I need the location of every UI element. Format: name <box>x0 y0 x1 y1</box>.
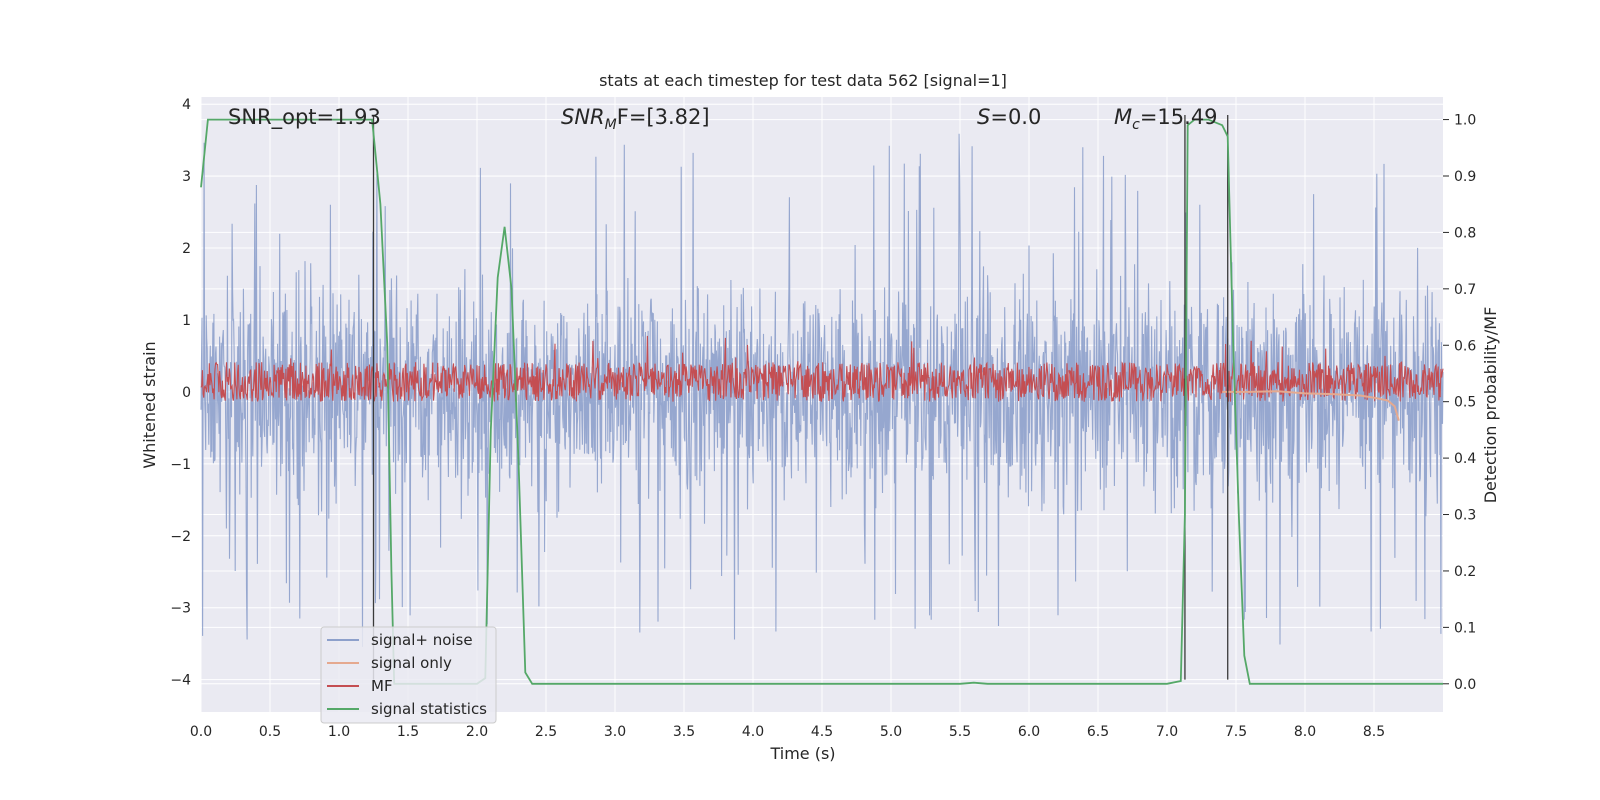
x-tick-label: 6.0 <box>1018 724 1040 740</box>
x-tick-label: 1.5 <box>397 724 419 740</box>
s-value: =0.0 <box>990 105 1041 129</box>
y-tick-label: 0 <box>182 385 191 401</box>
y2-tick-label: 0.8 <box>1454 225 1476 241</box>
y2-axis-label: Detection probability/MF <box>1481 307 1500 504</box>
legend-box <box>320 626 497 724</box>
x-tick-label: 1.0 <box>328 724 350 740</box>
y-tick-label: 2 <box>182 241 191 257</box>
y2-tick-label: 0.3 <box>1454 508 1476 524</box>
legend-label-signal-statistics: signal statistics <box>371 700 487 718</box>
x-tick-label: 5.0 <box>880 724 902 740</box>
y2-tick-label: 0.0 <box>1454 677 1476 693</box>
snr-mf-subscript: M <box>605 117 617 133</box>
y-tick-label: −2 <box>170 529 191 545</box>
y2-tick-label: 0.6 <box>1454 338 1476 354</box>
y-tick-label: −1 <box>170 457 191 473</box>
legend-label-signal-noise: signal+ noise <box>371 631 473 649</box>
y-tick-label: 3 <box>182 169 191 185</box>
y-tick-label: 1 <box>182 313 191 329</box>
x-tick-label: 3.5 <box>673 724 695 740</box>
signal-only-series <box>1222 390 1400 421</box>
x-tick-label: 4.0 <box>742 724 764 740</box>
mc-value: =15.49 <box>1140 105 1218 129</box>
signal-only-line <box>1222 390 1400 421</box>
s-symbol: S <box>977 105 990 129</box>
y2-tick-label: 0.2 <box>1454 564 1476 580</box>
x-axis-label: Time (s) <box>769 744 835 763</box>
x-tick-label: 7.0 <box>1156 724 1178 740</box>
legend-label-signal-only: signal only <box>371 654 452 672</box>
legend: signal+ noise signal only MF signal stat… <box>320 626 497 724</box>
x-tick-label: 2.5 <box>535 724 557 740</box>
y2-tick-label: 0.9 <box>1454 169 1476 185</box>
y2-tick-label: 1.0 <box>1454 113 1476 129</box>
y-axis-label: Whitened strain <box>140 341 159 468</box>
mc-subscript: c <box>1132 117 1140 133</box>
signal-statistics-line <box>200 118 1443 685</box>
x-tick-label: 8.5 <box>1363 724 1385 740</box>
x-tick-label: 7.5 <box>1225 724 1247 740</box>
snr-mf-symbol: SNR <box>561 105 605 129</box>
x-tick-label: 4.5 <box>811 724 833 740</box>
x-tick-label: 0.0 <box>190 724 212 740</box>
mc-annotation: Mc=15.49 <box>1114 105 1218 133</box>
legend-label-mf: MF <box>371 677 393 695</box>
x-tick-label: 2.0 <box>466 724 488 740</box>
y2-tick-label: 0.5 <box>1454 395 1476 411</box>
s-annotation: S=0.0 <box>977 105 1041 129</box>
x-tick-label: 8.0 <box>1294 724 1316 740</box>
mf-series <box>200 335 1444 402</box>
x-tick-label: 3.0 <box>604 724 626 740</box>
tick-labels: 0.0 0.5 1.0 1.5 2.0 2.5 3.0 3.5 4.0 4.5 5.0 5.5 6.0 6… <box>170 97 1476 740</box>
y-tick-label: 4 <box>182 97 191 113</box>
x-tick-label: 0.5 <box>259 724 281 740</box>
snr-mf-value: F=[3.82] <box>617 105 710 129</box>
snr-opt-annotation: SNR_opt=1.93 <box>228 105 381 130</box>
x-tick-label: 5.5 <box>949 724 971 740</box>
y-tick-label: −4 <box>170 673 191 689</box>
y-tick-label: −3 <box>170 601 191 617</box>
snr-mf-annotation: SNRMF=[3.82] <box>561 105 710 133</box>
mc-symbol: M <box>1114 105 1132 129</box>
mf-line <box>200 335 1444 402</box>
signal-statistics-series <box>200 118 1443 685</box>
chart-title: stats at each timestep for test data 562… <box>599 71 1007 90</box>
y2-tick-label: 0.7 <box>1454 282 1476 298</box>
y2-tick-label: 0.1 <box>1454 620 1476 636</box>
x-tick-label: 6.5 <box>1087 724 1109 740</box>
y2-tick-label: 0.4 <box>1454 451 1476 467</box>
